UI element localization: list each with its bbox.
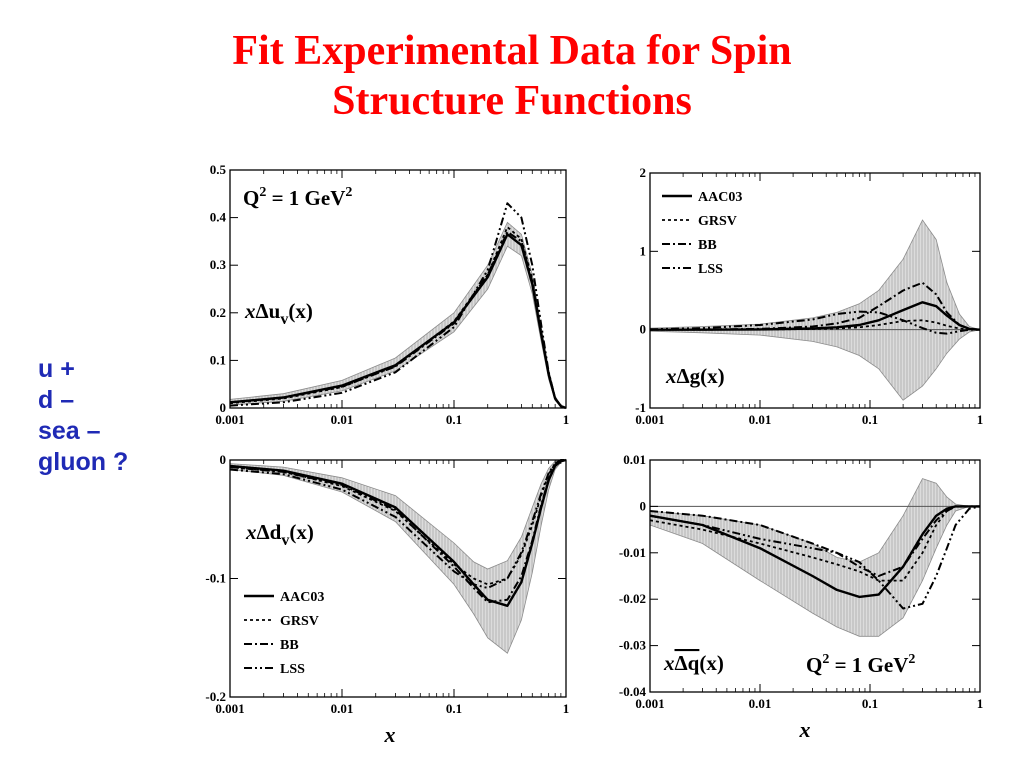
y-tick-label: 0	[640, 498, 647, 513]
series-line-grsv	[649, 505, 980, 582]
x-tick-label: 0.01	[749, 696, 772, 711]
x-tick-label: 0.1	[862, 412, 878, 427]
series-line-bb	[649, 281, 981, 331]
x-tick-label: 0.001	[215, 412, 244, 427]
y-tick-label: 0.2	[210, 305, 226, 320]
side-label-d: d –	[38, 386, 75, 414]
series-line-bb	[229, 230, 567, 409]
y-tick-label: -0.1	[205, 571, 226, 586]
x-tick-label: 0.001	[635, 412, 664, 427]
x-tick-label: 1	[563, 412, 570, 427]
y-tick-label: -0.04	[619, 684, 647, 699]
y-tick-label: -0.02	[619, 591, 646, 606]
series-line-lss	[229, 202, 567, 409]
side-labels: u + d – sea – gluon ?	[38, 354, 128, 478]
legend-gluon: AAC03 GRSV BB LSS	[662, 190, 742, 277]
x-tick-label: 0.1	[862, 696, 878, 711]
legend-label-lss: LSS	[280, 662, 305, 677]
y-tick-label: 0.1	[210, 352, 226, 367]
y-tick-label: -0.2	[205, 689, 226, 704]
y-tick-label: 0.01	[623, 452, 646, 467]
y-tick-label: -0.01	[619, 545, 646, 560]
legend-label-bb: BB	[280, 638, 299, 653]
function-label: xΔuv(x)	[244, 299, 313, 328]
y-tick-label: -1	[635, 400, 646, 415]
x-tick-label: 1	[563, 701, 570, 716]
side-label-sea: sea –	[38, 417, 101, 445]
panel-uv: 0.001 0.01 0.1 1 0 0.1 0.2 0.3 0.4 0.5 xΔuv(x) Q2 =…	[210, 162, 570, 427]
q2-annotation: Q2 = 1 GeV2	[243, 185, 352, 210]
x-tick-label: 0.001	[635, 696, 664, 711]
series-line-bb	[229, 459, 567, 604]
legend-label-grsv: GRSV	[698, 214, 737, 229]
legend-label-bb: BB	[698, 238, 717, 253]
title-line-1: Fit Experimental Data for Spin	[232, 28, 792, 74]
series-line-aac03	[649, 505, 980, 599]
plot-frame	[649, 172, 981, 409]
q2-annotation: Q2 = 1 GeV2	[806, 652, 915, 677]
y-tick-label: 1	[640, 243, 647, 258]
uncertainty-band	[649, 219, 981, 401]
function-label: xΔq(x)	[663, 651, 724, 675]
y-tick-label: 0	[220, 452, 227, 467]
y-tick-label: 0	[220, 400, 227, 415]
x-tick-label: 0.01	[749, 412, 772, 427]
plot-frame	[649, 459, 981, 693]
x-tick-label: 0.01	[331, 412, 354, 427]
x-tick-label: 0.001	[215, 701, 244, 716]
panel-dv: 0.001 0.01 0.1 1 -0.2 -0.1 0 xΔdv(x)	[205, 452, 569, 716]
y-tick-label: 0.5	[210, 162, 227, 177]
series-line-lss	[649, 310, 980, 335]
legend-label-aac03: AAC03	[280, 590, 324, 605]
panel-qbar: 0.001 0.01 0.1 1 -0.04 -0.03 -0.02 -0.01 0 0.01 xΔ…	[619, 452, 983, 711]
panel-g: 0.001 0.01 0.1 1 -1 0 1 2 xΔg(x)	[635, 165, 983, 427]
series-line-lss	[649, 505, 981, 610]
x-axis-label-right: x	[799, 717, 811, 742]
legend-label-aac03: AAC03	[698, 190, 742, 205]
legend-label-grsv: GRSV	[280, 614, 319, 629]
x-tick-label: 1	[977, 412, 984, 427]
function-label: xΔdv(x)	[245, 520, 314, 549]
x-tick-label: 0.1	[446, 412, 462, 427]
side-label-u: u +	[38, 355, 75, 383]
function-label: xΔg(x)	[665, 364, 725, 388]
legend-label-lss: LSS	[698, 262, 723, 277]
legend-dv: AAC03 GRSV BB LSS	[244, 590, 324, 677]
y-tick-label: 0.4	[210, 210, 227, 225]
x-tick-label: 0.01	[331, 701, 354, 716]
plot-frame	[229, 169, 567, 409]
x-tick-label: 0.1	[446, 701, 462, 716]
series-line-grsv	[650, 319, 981, 331]
y-tick-label: 2	[640, 165, 647, 180]
y-tick-label: -0.03	[619, 638, 647, 653]
slide-title: Fit Experimental Data for Spin Structure…	[0, 26, 1024, 126]
side-label-gluon: gluon ?	[38, 448, 129, 476]
x-axis-label-left: x	[384, 722, 396, 747]
y-tick-label: 0.3	[210, 257, 227, 272]
x-tick-label: 1	[977, 696, 984, 711]
y-tick-label: 0	[640, 322, 647, 337]
title-line-2: Structure Functions	[332, 78, 692, 124]
